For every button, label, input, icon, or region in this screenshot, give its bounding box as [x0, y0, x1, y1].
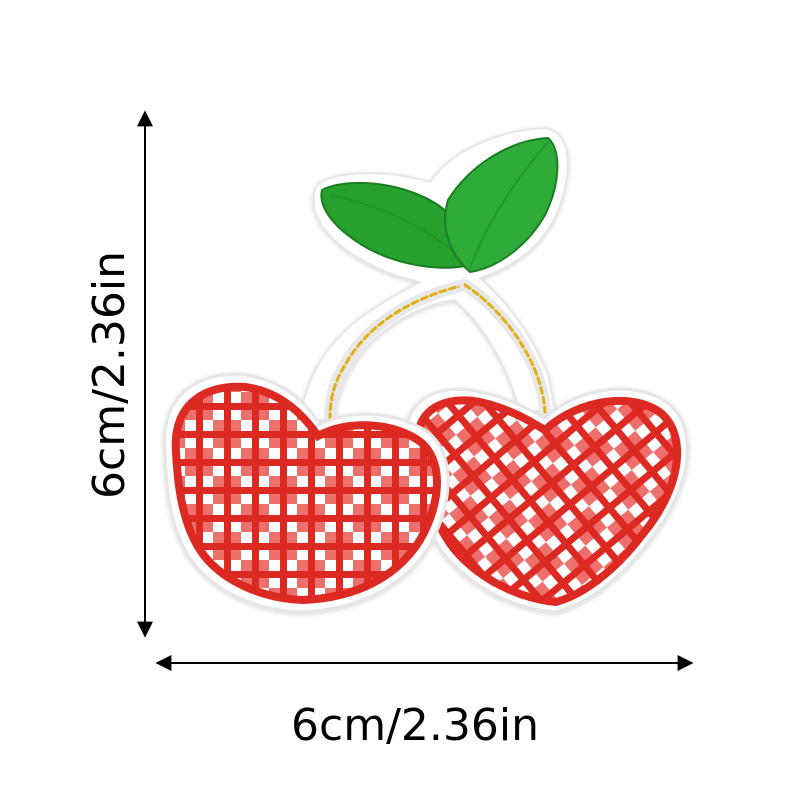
- right-heart-cherry: [414, 396, 682, 607]
- embroidered-patch: [163, 126, 689, 614]
- height-dimension-label: 6cm/2.36in: [84, 251, 135, 499]
- left-heart-cherry: [171, 382, 441, 605]
- width-dimension-label: 6cm/2.36in: [291, 700, 539, 751]
